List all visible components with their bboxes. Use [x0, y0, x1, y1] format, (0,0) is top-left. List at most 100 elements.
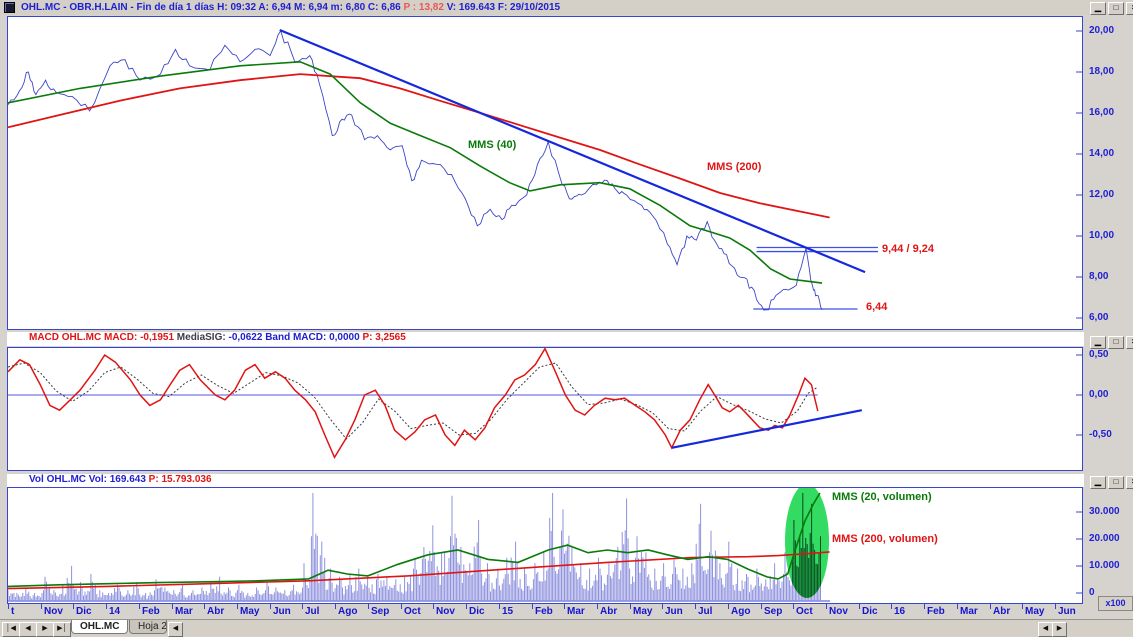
tab-hoja2[interactable]: Hoja 2: [129, 620, 167, 634]
x-axis-month-label: t: [11, 606, 15, 617]
last-sheet-button[interactable]: ▶│: [53, 622, 71, 637]
title-segment: V: 169.643 F: 29/10/2015: [446, 2, 561, 13]
price-plot[interactable]: [8, 17, 1082, 329]
y-axis-label: 8,00: [1089, 271, 1109, 282]
hscroll-right-button[interactable]: ▶: [1052, 622, 1067, 637]
window-maximize-button[interactable]: □: [1108, 2, 1124, 15]
chart-annotation: MMS (40): [468, 139, 517, 151]
hscroll-left-button[interactable]: ◀: [1038, 622, 1053, 637]
window-title: OHL.MC - OBR.H.LAIN - Fin de día 1 días …: [21, 2, 560, 13]
y-axis-label: 10,00: [1089, 230, 1115, 241]
x-axis-month-label: Sep: [764, 606, 783, 617]
chart-annotation: MMS (20, volumen): [832, 491, 932, 503]
x-axis-tick: [891, 604, 892, 609]
x-axis-tick: [433, 604, 434, 609]
next-sheet-button[interactable]: ▶: [36, 622, 54, 637]
macd-header-segment: MACD OHL.MC MACD: -0,1951: [29, 332, 177, 343]
y-axis-label: 0,50: [1089, 349, 1109, 360]
x-axis-tick: [73, 604, 74, 609]
x-axis-tick: [761, 604, 762, 609]
y-axis-label: 12,00: [1089, 189, 1115, 200]
x-axis-month-label: Nov: [829, 606, 848, 617]
y-axis-label: 10.000: [1089, 560, 1120, 571]
macd-plot[interactable]: [8, 348, 1082, 470]
price-y-axis: 20,00 18,00 16,00 14,00 12,00 10,00 8,00 6,00: [1085, 16, 1133, 330]
x-axis-tick: [990, 604, 991, 609]
first-sheet-button[interactable]: │◀: [2, 622, 20, 637]
y-axis-label: 20.000: [1089, 533, 1120, 544]
tab-ohlmc[interactable]: OHL.MC: [71, 620, 129, 634]
x-axis-tick: [270, 604, 271, 609]
x-axis-tick: [1022, 604, 1023, 609]
x-axis-month-label: 14: [109, 606, 121, 617]
x-axis-month-label: Feb: [535, 606, 553, 617]
y-axis-label: 16,00: [1089, 107, 1115, 118]
x-axis-tick: [401, 604, 402, 609]
volume-header-segment: Vol OHL.MC Vol: 169.643: [29, 474, 149, 485]
window-controls: ▁□×: [1090, 2, 1133, 15]
volume-bars: [8, 493, 821, 601]
y-axis-label: 0,00: [1089, 389, 1109, 400]
x-axis-month-label: Jul: [305, 606, 320, 617]
macd-panel-minimize-button[interactable]: ▁: [1090, 336, 1106, 349]
x-axis-month-label: May: [240, 606, 260, 617]
x-axis-tick: [1055, 604, 1056, 609]
mms200-line: [8, 73, 830, 219]
volume-panel-header: Vol OHL.MC Vol: 169.643 P: 15.793.036: [7, 474, 1084, 487]
x-axis-tick: [499, 604, 500, 609]
x-axis-month-label: May: [1025, 606, 1045, 617]
x-axis-tick: [532, 604, 533, 609]
macd-y-axis: 0,50 0,00 -0,50: [1085, 347, 1133, 471]
y-axis-label: 6,00: [1089, 312, 1109, 323]
macd-panel-close-button[interactable]: ×: [1126, 336, 1133, 349]
prev-sheet-button[interactable]: ◀: [19, 622, 37, 637]
x-axis-month-label: Abr: [993, 606, 1011, 617]
x-axis-month-label: Dic: [862, 606, 878, 617]
x-axis-month-label: Dic: [469, 606, 485, 617]
macd-panel-frame: [7, 347, 1083, 471]
x-axis-tick: [237, 604, 238, 609]
y-axis-label: 14,00: [1089, 148, 1115, 159]
x-axis-tick: [597, 604, 598, 609]
x-axis-tick: [106, 604, 107, 609]
x-axis-month-label: Jul: [698, 606, 713, 617]
chart-annotation: MMS (200): [707, 161, 762, 173]
macd-header-segment: P: 3,2565: [362, 332, 406, 343]
macd-header-segment: Band MACD: 0,0000: [265, 332, 363, 343]
x-axis-month-label: Jun: [1058, 606, 1076, 617]
window-close-button[interactable]: ×: [1126, 2, 1133, 15]
window-minimize-button[interactable]: ▁: [1090, 2, 1106, 15]
x-axis-month-label: Abr: [600, 606, 618, 617]
price-series-line: [8, 29, 823, 311]
x-axis-month-label: 16: [894, 606, 906, 617]
x-axis-month-label: Ago: [731, 606, 751, 617]
chart-annotation: 6,44: [866, 301, 888, 313]
volume-panel-close-button[interactable]: ×: [1126, 476, 1133, 489]
x-axis-month-label: Mar: [175, 606, 193, 617]
x-axis-tick: [793, 604, 794, 609]
x-axis-tick: [564, 604, 565, 609]
volume-plot[interactable]: [8, 488, 1082, 603]
volume-scale-unit: x100: [1098, 596, 1133, 611]
window-titlebar[interactable]: OHL.MC - OBR.H.LAIN - Fin de día 1 días …: [0, 0, 1133, 15]
x-axis-month-label: Jun: [665, 606, 683, 617]
tab-scroll-left-button[interactable]: ◀: [168, 622, 183, 637]
x-axis-month-label: Sep: [371, 606, 390, 617]
x-axis-tick: [826, 604, 827, 609]
x-axis-month-label: Feb: [927, 606, 945, 617]
x-axis-month-label: Ago: [338, 606, 358, 617]
x-axis-month-label: May: [633, 606, 653, 617]
volume-panel-maximize-button[interactable]: □: [1108, 476, 1124, 489]
x-axis-tick: [302, 604, 303, 609]
x-axis-month-label: Jun: [273, 606, 291, 617]
x-axis-tick: [957, 604, 958, 609]
y-axis-label: 0: [1089, 587, 1095, 598]
x-axis-tick: [630, 604, 631, 609]
macd-panel-maximize-button[interactable]: □: [1108, 336, 1124, 349]
x-axis-tick: [172, 604, 173, 609]
volume-panel-minimize-button[interactable]: ▁: [1090, 476, 1106, 489]
macd-panel-controls: ▁□×: [1090, 336, 1133, 349]
descending-trendline: [279, 28, 866, 274]
x-axis-tick: [204, 604, 205, 609]
